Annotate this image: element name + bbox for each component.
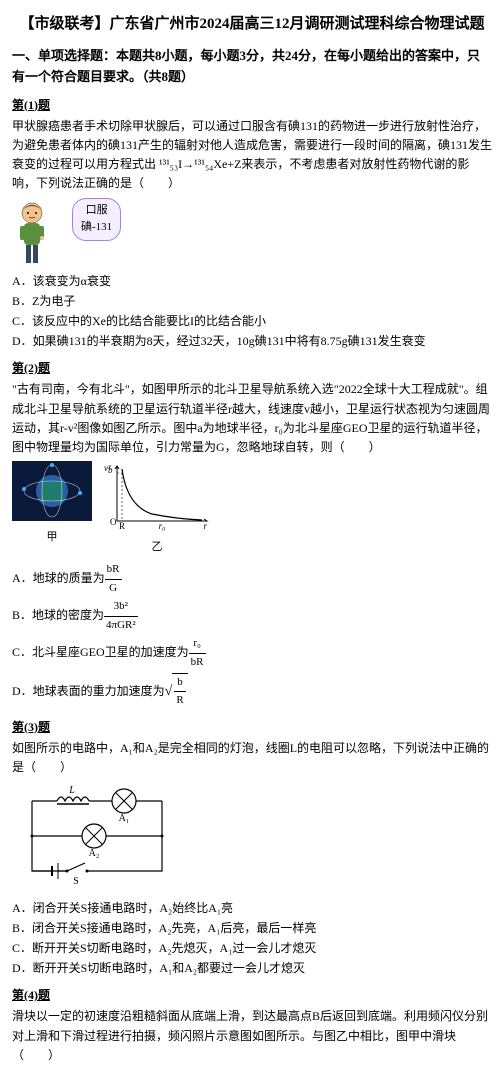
svg-text:r₀: r₀ <box>159 521 166 531</box>
q3-label: 第(3)题 <box>12 718 492 737</box>
q4-text: 滑块以一定的初速度沿粗糙斜面从底端上滑，到达最高点B后返回到底端。利用频闪仪分别… <box>12 1007 492 1065</box>
q1-figure: 口服 碘-131 <box>12 198 492 268</box>
svg-text:v²: v² <box>104 463 111 473</box>
svg-text:O: O <box>110 517 117 527</box>
q3-circuit: L A₁ A₂ S <box>12 781 492 897</box>
q2-label: 第(2)题 <box>12 359 492 378</box>
boy-icon <box>12 198 62 268</box>
callout-line2: 碘-131 <box>81 219 112 237</box>
q2-choice-d: D．地球表面的重力加速度为√bR <box>12 673 492 710</box>
svg-text:A₂: A₂ <box>89 848 100 859</box>
svg-text:R: R <box>119 521 125 531</box>
q2-choice-c: C．北斗星座GEO卫星的加速度为r₀bR <box>12 635 492 671</box>
q1-label: 第(1)题 <box>12 96 492 115</box>
q1-choice-d: D．如果碘131的半衰期为8天，经过32天，10g碘131中将有8.75g碘13… <box>12 332 492 351</box>
svg-text:A₁: A₁ <box>119 813 130 824</box>
q3-choice-c: C．断开开关S切断电路时，A₂先熄灭，A₁过一会儿才熄灭 <box>12 939 492 958</box>
satellite-image <box>12 461 92 521</box>
q3-text: 如图所示的电路中，A₁和A₂是完全相同的灯泡，线圈L的电阻可以忽略，下列说法中正… <box>12 739 492 777</box>
q2-caption2: 乙 <box>102 539 212 557</box>
svg-text:S: S <box>73 876 79 887</box>
q1-choice-b: B．Z为电子 <box>12 292 492 311</box>
q2-caption1: 甲 <box>12 529 92 547</box>
page-title: 【市级联考】广东省广州市2024届高三12月调研测试理科综合物理试题 <box>12 12 492 36</box>
svg-text:r: r <box>203 521 207 531</box>
q1-choice-a: A．该衰变为α衰变 <box>12 272 492 291</box>
callout-line1: 口服 <box>81 202 112 220</box>
q2-choice-a: A．地球的质量为bRG <box>12 561 492 597</box>
q4-label: 第(4)题 <box>12 986 492 1005</box>
q1-choice-c: C．该反应中的Xe的比结合能要比I的比结合能小 <box>12 312 492 331</box>
callout-bubble: 口服 碘-131 <box>72 198 121 241</box>
q3-choice-d: D．断开开关S切断电路时，A₁和A₂都要过一会儿才熄灭 <box>12 959 492 978</box>
q2-choice-b: B．地球的密度为3b²4πGR² <box>12 598 492 634</box>
q3-choice-a: A．闭合开关S接通电路时，A₂始终比A₁亮 <box>12 899 492 918</box>
q2-text: "古有司南，今有北斗"，如图甲所示的北斗卫星导航系统入选"2022全球十大工程成… <box>12 380 492 457</box>
svg-text:L: L <box>68 785 75 796</box>
q3-choice-b: B．闭合开关S接通电路时，A₂先亮，A₁后亮，最后一样亮 <box>12 919 492 938</box>
q1-text: 甲状腺癌患者手术切除甲状腺后，可以通过口服含有碘131的药物进一步进行放射性治疗… <box>12 117 492 194</box>
q2-figure-row: 甲 R r₀ r O b v² 乙 <box>12 461 492 557</box>
graph-curve: R r₀ r O b v² <box>102 461 212 531</box>
section-instructions: 一、单项选择题：本题共8小题，每小题3分，共24分，在每小题给出的答案中，只有一… <box>12 46 492 88</box>
